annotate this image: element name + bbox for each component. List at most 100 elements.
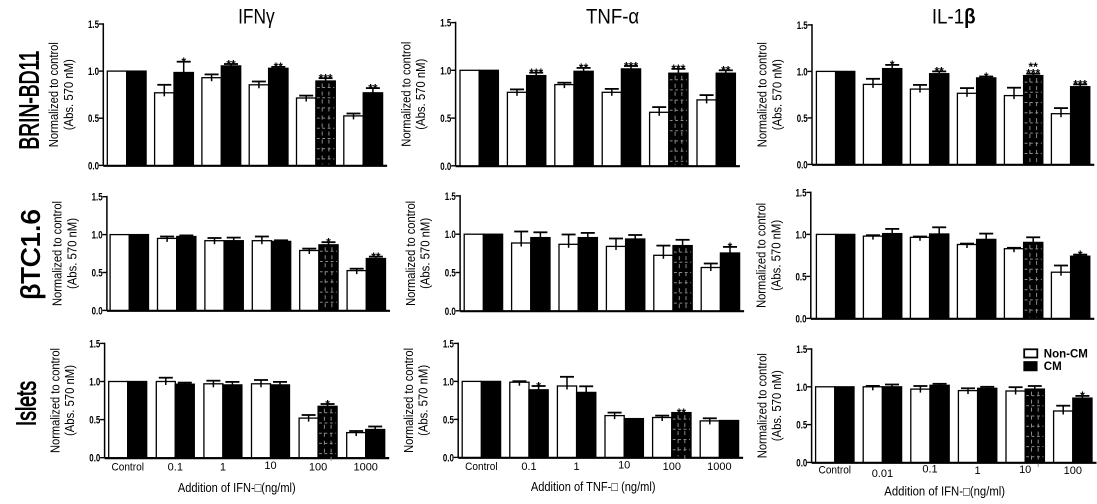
svg-text:0.1: 0.1 bbox=[922, 464, 937, 476]
svg-text:1.5: 1.5 bbox=[796, 187, 807, 199]
svg-text:10: 10 bbox=[1019, 464, 1031, 476]
svg-text:1.0: 1.0 bbox=[797, 66, 808, 78]
svg-text:**: ** bbox=[721, 64, 731, 78]
svg-text:0.01: 0.01 bbox=[872, 468, 893, 480]
svg-text:*: * bbox=[728, 240, 733, 254]
svg-text:1.5: 1.5 bbox=[88, 19, 99, 31]
svg-text:1000: 1000 bbox=[707, 461, 731, 473]
svg-text:***: *** bbox=[671, 62, 685, 76]
svg-text:0.5: 0.5 bbox=[88, 113, 99, 125]
svg-text:1: 1 bbox=[574, 461, 580, 473]
svg-text:0.0: 0.0 bbox=[797, 159, 808, 171]
svg-text:*: * bbox=[326, 236, 331, 250]
svg-text:BRIN-BD11: BRIN-BD11 bbox=[14, 51, 45, 150]
svg-text:0.5: 0.5 bbox=[797, 113, 808, 125]
svg-text:100: 100 bbox=[1064, 465, 1082, 477]
svg-text:Normalized to control: Normalized to control bbox=[755, 203, 769, 308]
svg-text:(Abs. 570 nM): (Abs. 570 nM) bbox=[62, 59, 76, 130]
svg-text:1.0: 1.0 bbox=[92, 230, 103, 242]
svg-text:***: *** bbox=[624, 59, 638, 73]
svg-text:1: 1 bbox=[220, 461, 226, 473]
svg-text:(Abs. 570 nM): (Abs. 570 nM) bbox=[417, 365, 431, 436]
svg-text:(Abs. 570 nM): (Abs. 570 nM) bbox=[419, 218, 433, 289]
svg-text:**: ** bbox=[226, 57, 236, 71]
svg-text:*: * bbox=[536, 379, 541, 393]
svg-text:0.5: 0.5 bbox=[92, 268, 103, 280]
svg-text:IL-1β: IL-1β bbox=[932, 6, 976, 29]
svg-text:Normalized to control: Normalized to control bbox=[755, 353, 769, 458]
svg-text:**: ** bbox=[579, 61, 589, 75]
svg-text:1: 1 bbox=[975, 465, 981, 477]
svg-text:0.5: 0.5 bbox=[443, 414, 454, 426]
svg-text:100: 100 bbox=[663, 461, 681, 473]
svg-text:1.5: 1.5 bbox=[89, 338, 100, 350]
svg-text:1.0: 1.0 bbox=[443, 376, 454, 388]
svg-text:Control: Control bbox=[465, 461, 498, 473]
svg-text:(Abs. 570 nM): (Abs. 570 nM) bbox=[414, 59, 428, 130]
svg-text:1.5: 1.5 bbox=[92, 192, 103, 204]
svg-text:1.5: 1.5 bbox=[443, 338, 454, 350]
svg-text:0.0: 0.0 bbox=[92, 305, 103, 317]
svg-text:**: ** bbox=[935, 65, 945, 79]
svg-text:(Abs. 570 nM): (Abs. 570 nM) bbox=[65, 218, 79, 289]
svg-text:1.0: 1.0 bbox=[796, 382, 807, 394]
svg-text:*: * bbox=[984, 70, 989, 84]
svg-text:*: * bbox=[181, 55, 186, 69]
svg-text:*: * bbox=[1080, 389, 1085, 403]
svg-text:0.0: 0.0 bbox=[796, 313, 807, 325]
svg-text:10: 10 bbox=[618, 459, 630, 471]
svg-text:TNF-α: TNF-α bbox=[586, 6, 639, 29]
svg-text:1.5: 1.5 bbox=[445, 191, 456, 203]
svg-text:0.0: 0.0 bbox=[443, 452, 454, 464]
svg-text:**: ** bbox=[368, 81, 378, 95]
svg-text:0.5: 0.5 bbox=[445, 268, 456, 280]
svg-text:10: 10 bbox=[264, 460, 276, 472]
svg-text:**: ** bbox=[1029, 60, 1039, 74]
svg-text:(Abs. 570 nM): (Abs. 570 nM) bbox=[771, 59, 785, 130]
svg-text:Normalized to control: Normalized to control bbox=[47, 42, 61, 147]
svg-text:***: *** bbox=[529, 66, 543, 80]
svg-text:**: ** bbox=[371, 250, 381, 264]
svg-text:Non-CM: Non-CM bbox=[1044, 348, 1088, 360]
svg-text:Normalized to control: Normalized to control bbox=[399, 42, 413, 147]
svg-text:***: *** bbox=[1073, 78, 1087, 92]
svg-text:0.0: 0.0 bbox=[445, 306, 456, 318]
svg-text:Control: Control bbox=[111, 461, 144, 473]
svg-text:IFNγ: IFNγ bbox=[238, 6, 275, 29]
svg-text:1.0: 1.0 bbox=[440, 65, 451, 77]
svg-text:(Abs. 570 nM): (Abs. 570 nM) bbox=[770, 370, 784, 441]
svg-text:1.0: 1.0 bbox=[796, 229, 807, 241]
svg-text:Normalized to control: Normalized to control bbox=[402, 348, 416, 453]
svg-text:Islets: Islets bbox=[10, 381, 41, 426]
svg-text:**: ** bbox=[274, 60, 284, 74]
svg-text:**: ** bbox=[677, 406, 687, 420]
svg-text:1000: 1000 bbox=[353, 461, 377, 473]
svg-text:0.0: 0.0 bbox=[796, 457, 807, 469]
svg-text:Normalized to control: Normalized to control bbox=[48, 348, 62, 453]
svg-text:0.5: 0.5 bbox=[440, 113, 451, 125]
svg-text:***: *** bbox=[319, 72, 333, 86]
svg-text:1.5: 1.5 bbox=[440, 18, 451, 30]
svg-text:Addition of TNF-□ (ng/ml): Addition of TNF-□ (ng/ml) bbox=[531, 480, 656, 494]
svg-text:Addition of IFN-□(ng/ml): Addition of IFN-□(ng/ml) bbox=[178, 481, 296, 495]
svg-text:(Abs. 570 nM): (Abs. 570 nM) bbox=[769, 220, 783, 291]
svg-text:0.1: 0.1 bbox=[521, 461, 536, 473]
svg-text:1.5: 1.5 bbox=[796, 344, 807, 356]
svg-text:0.0: 0.0 bbox=[88, 160, 99, 172]
svg-text:0.5: 0.5 bbox=[89, 415, 100, 427]
svg-text:100: 100 bbox=[309, 461, 327, 473]
svg-text:0.0: 0.0 bbox=[89, 453, 100, 465]
svg-text:0.1: 0.1 bbox=[168, 461, 183, 473]
svg-text:(Abs. 570 nM): (Abs. 570 nM) bbox=[63, 365, 77, 436]
svg-text:*: * bbox=[325, 397, 330, 411]
svg-text:***: *** bbox=[1026, 67, 1040, 81]
svg-text:Normalized to control: Normalized to control bbox=[404, 201, 418, 306]
svg-text:CM: CM bbox=[1044, 361, 1062, 373]
svg-text:1.0: 1.0 bbox=[88, 66, 99, 78]
svg-text:0.5: 0.5 bbox=[796, 271, 807, 283]
svg-text:Control: Control bbox=[819, 465, 852, 477]
svg-text:Normalized to control: Normalized to control bbox=[51, 201, 65, 306]
svg-text:1.0: 1.0 bbox=[89, 377, 100, 389]
svg-text:0.5: 0.5 bbox=[796, 420, 807, 432]
svg-text:1.5: 1.5 bbox=[797, 20, 808, 32]
